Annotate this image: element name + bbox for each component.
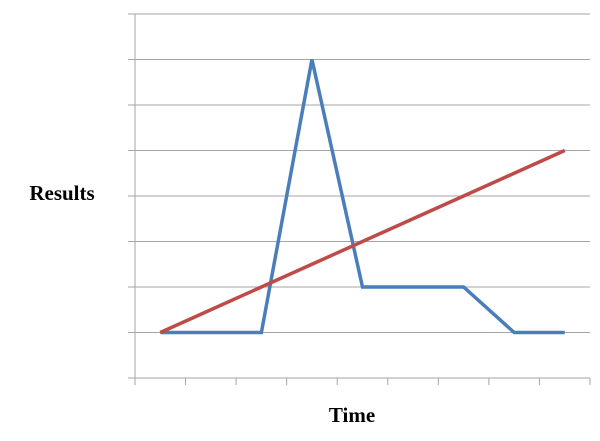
line-series: [159, 148, 566, 335]
line-series: [160, 59, 565, 335]
y-axis-label: Results: [29, 181, 94, 205]
x-axis-label: Time: [329, 403, 375, 427]
